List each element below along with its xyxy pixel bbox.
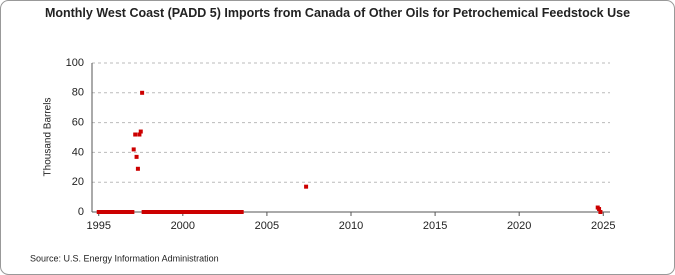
y-tick-label: 80: [72, 87, 84, 99]
chart-title: Monthly West Coast (PADD 5) Imports from…: [44, 6, 631, 20]
x-tick-label: 2005: [255, 220, 279, 232]
x-tick-label: 2000: [171, 220, 195, 232]
y-tick-label: 40: [72, 146, 84, 158]
x-tick-label: 2015: [423, 220, 447, 232]
point: [138, 129, 143, 134]
x-tick-label: 2025: [591, 220, 615, 232]
y-tick-label: 20: [72, 176, 84, 188]
point: [239, 210, 244, 214]
point: [304, 184, 309, 189]
point: [134, 154, 139, 159]
y-tick-label: 0: [78, 206, 84, 218]
y-tick-label: 60: [72, 117, 84, 129]
point: [131, 147, 136, 152]
point: [140, 90, 145, 95]
source: Source: U.S. Energy Information Administ…: [30, 253, 219, 263]
point: [137, 132, 142, 137]
y-tick-label: 100: [66, 57, 84, 69]
y-axis-label: Thousand Barrels: [43, 98, 54, 177]
x-tick-label: 1995: [86, 220, 110, 232]
x-tick-label: 2010: [339, 220, 363, 232]
point: [135, 166, 140, 171]
point: [597, 207, 602, 212]
point: [133, 132, 138, 137]
point: [598, 210, 603, 214]
x-tick-label: 2020: [507, 220, 531, 232]
point: [130, 210, 135, 214]
